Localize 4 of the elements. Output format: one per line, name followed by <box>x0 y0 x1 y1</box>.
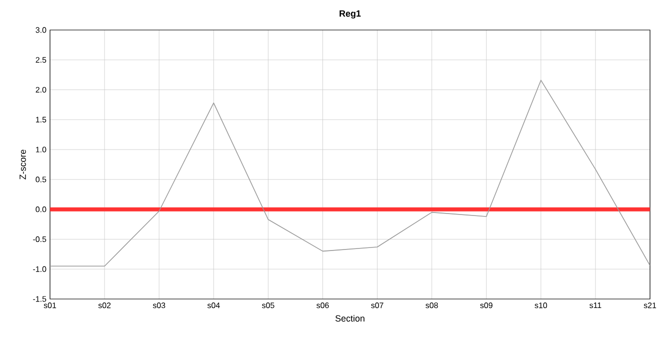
x-axis-title: Section <box>335 315 364 322</box>
line-series <box>50 80 650 267</box>
y-axis-title: Z-score <box>20 150 26 180</box>
chart-title: Reg1 <box>340 10 361 19</box>
